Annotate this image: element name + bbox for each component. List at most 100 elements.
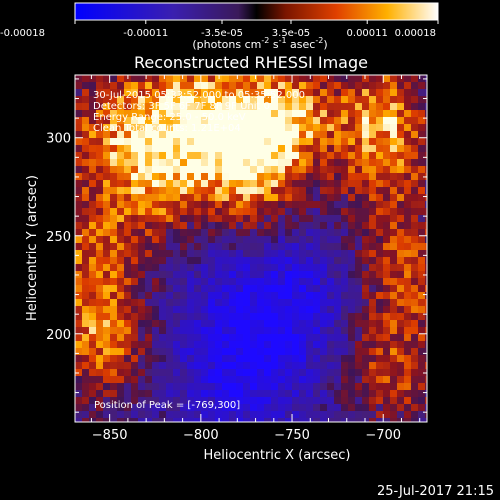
heatmap-cell	[390, 166, 397, 173]
heatmap-cell	[96, 222, 103, 229]
heatmap-cell	[124, 229, 131, 236]
heatmap-cell	[208, 229, 215, 236]
heatmap-cell	[355, 236, 362, 243]
heatmap-cell	[313, 348, 320, 355]
heatmap-cell	[166, 383, 173, 390]
heatmap-cell	[264, 131, 271, 138]
heatmap-cell	[173, 320, 180, 327]
heatmap-cell	[264, 243, 271, 250]
heatmap-cell	[117, 383, 124, 390]
heatmap-cell	[397, 418, 404, 422]
heatmap-cell	[166, 278, 173, 285]
heatmap-cell	[278, 194, 285, 201]
heatmap-cell	[82, 313, 89, 320]
heatmap-cell	[341, 348, 348, 355]
heatmap-cell	[271, 271, 278, 278]
heatmap-cell	[145, 285, 152, 292]
heatmap-cell	[208, 278, 215, 285]
heatmap-cell	[110, 299, 117, 306]
heatmap-cell	[320, 131, 327, 138]
heatmap-cell	[236, 103, 243, 110]
heatmap-cell	[369, 201, 376, 208]
heatmap-cell	[334, 131, 341, 138]
heatmap-cell	[348, 383, 355, 390]
heatmap-cell	[166, 285, 173, 292]
heatmap-cell	[425, 285, 427, 292]
heatmap-cell	[411, 96, 418, 103]
heatmap-cell	[383, 362, 390, 369]
heatmap-cell	[313, 285, 320, 292]
heatmap-cell	[229, 369, 236, 376]
heatmap-cell	[180, 208, 187, 215]
heatmap-cell	[341, 138, 348, 145]
heatmap-cell	[327, 152, 334, 159]
heatmap-cell	[180, 159, 187, 166]
heatmap-cell	[103, 264, 110, 271]
heatmap-cell	[124, 159, 131, 166]
heatmap-cell	[369, 376, 376, 383]
heatmap-cell	[117, 264, 124, 271]
heatmap-cell	[159, 138, 166, 145]
heatmap-cell	[383, 418, 390, 422]
heatmap-cell	[222, 320, 229, 327]
heatmap-cell	[75, 306, 82, 313]
heatmap-cell	[229, 348, 236, 355]
heatmap-cell	[376, 383, 383, 390]
heatmap-cell	[264, 348, 271, 355]
heatmap-cell	[348, 250, 355, 257]
heatmap-cell	[292, 166, 299, 173]
heatmap-cell	[194, 369, 201, 376]
heatmap-cell	[103, 411, 110, 418]
heatmap-cell	[110, 320, 117, 327]
heatmap-cell	[327, 306, 334, 313]
heatmap-cell	[334, 229, 341, 236]
heatmap-cell	[425, 145, 427, 152]
heatmap-cell	[145, 348, 152, 355]
heatmap-cell	[278, 96, 285, 103]
heatmap-cell	[110, 397, 117, 404]
heatmap-cell	[131, 166, 138, 173]
heatmap-cell	[89, 271, 96, 278]
heatmap-cell	[222, 89, 229, 96]
heatmap-cell	[229, 418, 236, 422]
heatmap-cell	[383, 299, 390, 306]
heatmap-cell	[355, 222, 362, 229]
heatmap-cell	[418, 243, 425, 250]
heatmap-cell	[278, 257, 285, 264]
heatmap-cell	[299, 208, 306, 215]
heatmap-cell	[313, 131, 320, 138]
heatmap-cell	[271, 138, 278, 145]
heatmap-cell	[404, 166, 411, 173]
heatmap-cell	[138, 145, 145, 152]
heatmap-cell	[138, 299, 145, 306]
heatmap-cell	[215, 222, 222, 229]
heatmap-cell	[341, 334, 348, 341]
heatmap-cell	[201, 187, 208, 194]
heatmap-cell	[369, 418, 376, 422]
heatmap-cell	[264, 222, 271, 229]
heatmap-cell	[383, 173, 390, 180]
heatmap-cell	[320, 285, 327, 292]
heatmap-cell	[145, 187, 152, 194]
heatmap-cell	[285, 383, 292, 390]
heatmap-cell	[362, 222, 369, 229]
heatmap-cell	[187, 96, 194, 103]
heatmap-cell	[292, 222, 299, 229]
heatmap-cell	[418, 418, 425, 422]
heatmap-cell	[145, 145, 152, 152]
heatmap-cell	[376, 166, 383, 173]
heatmap-cell	[348, 278, 355, 285]
heatmap-cell	[124, 271, 131, 278]
heatmap-cell	[236, 124, 243, 131]
heatmap-cell	[320, 208, 327, 215]
heatmap-cell	[376, 131, 383, 138]
heatmap-cell	[138, 89, 145, 96]
heatmap-cell	[271, 341, 278, 348]
heatmap-cell	[75, 257, 82, 264]
heatmap-cell	[124, 348, 131, 355]
heatmap-cell	[152, 215, 159, 222]
heatmap-cell	[257, 334, 264, 341]
heatmap-cell	[124, 103, 131, 110]
heatmap-cell	[201, 243, 208, 250]
heatmap-cell	[250, 201, 257, 208]
